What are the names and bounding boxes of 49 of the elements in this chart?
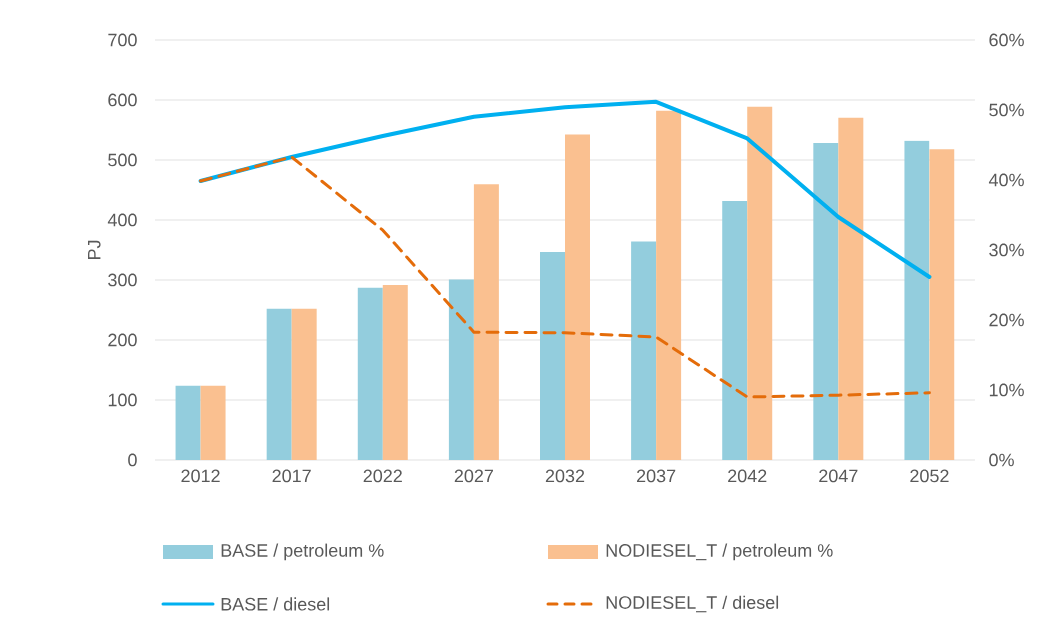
line-series — [198, 99, 932, 279]
y-tick-label: 400 — [107, 213, 137, 227]
bar — [904, 140, 930, 460]
y2-tick-label: 60% — [989, 33, 1024, 47]
bar — [631, 241, 657, 460]
y2-tick-label: 0% — [989, 453, 1014, 467]
bar — [382, 284, 408, 460]
y2-tick-label: 40% — [988, 173, 1024, 187]
legend-label: NODIESEL_T / diesel — [606, 595, 779, 613]
bar — [838, 117, 864, 460]
x-tick-label: 2022 — [363, 469, 402, 483]
x-tick-label: 2052 — [910, 469, 949, 483]
x-tick-label: 2017 — [272, 469, 311, 483]
y-tick-label: 0 — [128, 453, 137, 467]
y-tick-label: 700 — [108, 33, 137, 47]
y-axis-title: PJ — [88, 240, 101, 260]
x-tick-label: 2012 — [181, 469, 220, 483]
y-tick-label: 600 — [108, 93, 137, 107]
bar — [200, 385, 226, 460]
y2-tick-label: 50% — [989, 103, 1024, 117]
y-tick-label: 200 — [108, 333, 137, 347]
bar — [813, 142, 839, 460]
bar — [540, 252, 565, 460]
x-tick-label: 2037 — [637, 469, 676, 483]
legend-label: BASE / diesel — [221, 597, 330, 611]
bar — [656, 110, 682, 460]
y2-tick-label: 10% — [989, 383, 1024, 397]
y-tick-label: 300 — [108, 273, 137, 287]
y2-tick-label: 20% — [989, 313, 1024, 327]
y-tick-label: 100 — [108, 393, 137, 407]
x-tick-label: 2027 — [454, 469, 494, 483]
x-tick-label: 2042 — [728, 469, 767, 483]
bar — [175, 385, 201, 460]
bar — [357, 287, 383, 460]
y-tick-label: 500 — [108, 153, 137, 167]
bar — [722, 200, 748, 460]
bar — [747, 106, 773, 460]
line-series — [199, 155, 931, 399]
legend-label: BASE / petroleum % — [221, 543, 384, 561]
bar — [266, 308, 292, 460]
bar — [565, 134, 590, 460]
y2-tick-label: 30% — [989, 243, 1024, 257]
x-tick-label: 2047 — [819, 469, 858, 483]
bar — [448, 279, 474, 460]
legend-label: NODIESEL_T / petroleum % — [606, 543, 833, 561]
bar — [473, 184, 499, 460]
bar — [291, 308, 317, 460]
bar — [929, 149, 955, 460]
x-tick-label: 2032 — [545, 469, 585, 483]
